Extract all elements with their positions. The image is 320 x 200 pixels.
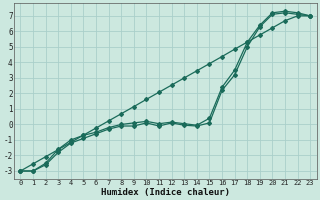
X-axis label: Humidex (Indice chaleur): Humidex (Indice chaleur) (101, 188, 230, 197)
